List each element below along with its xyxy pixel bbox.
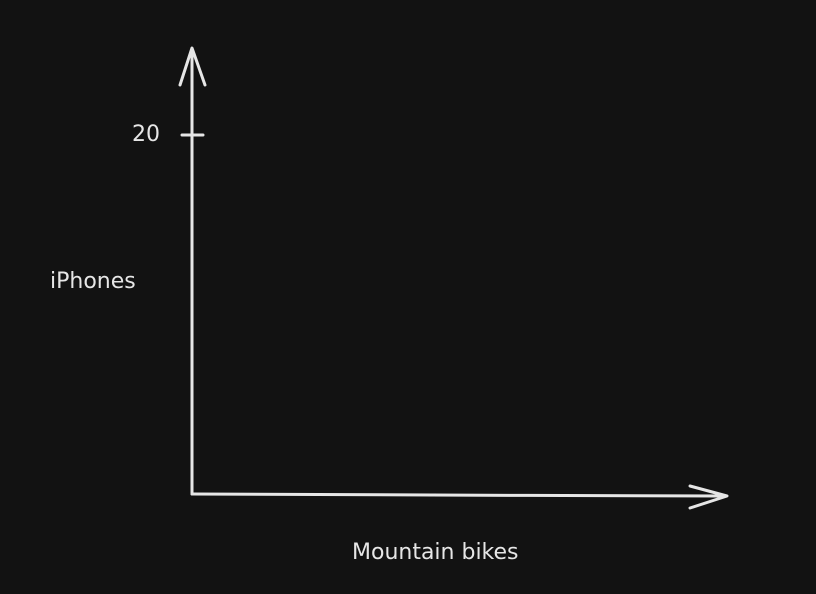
x-axis-line <box>190 492 728 498</box>
y-axis-arrowhead <box>178 46 207 87</box>
y-axis-tick-label: 20 <box>132 122 160 147</box>
x-axis-label: Mountain bikes <box>352 540 519 565</box>
y-axis-label: iPhones <box>50 269 136 294</box>
x-axis-arrowhead <box>688 484 729 510</box>
